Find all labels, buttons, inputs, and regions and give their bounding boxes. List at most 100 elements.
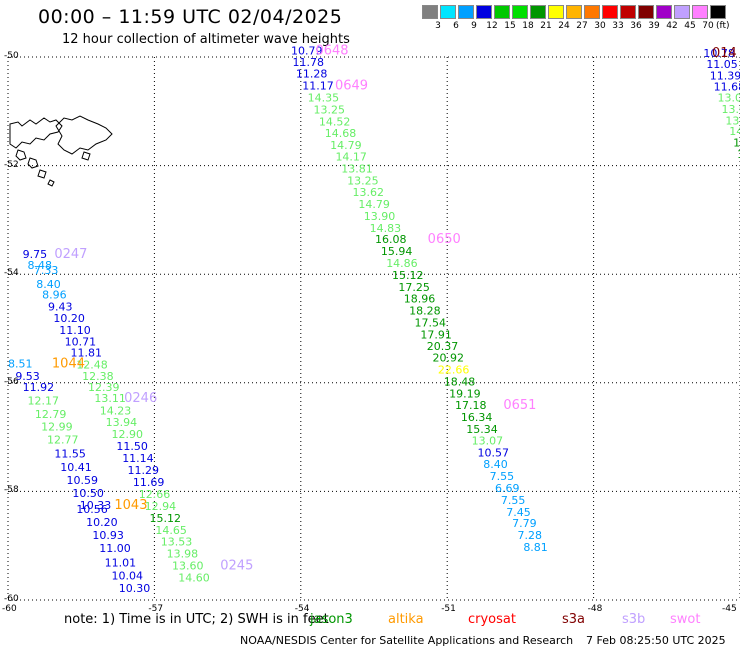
wave-height-value: 11.01 xyxy=(105,556,136,569)
legend-label: 42 xyxy=(666,21,678,31)
graticule xyxy=(7,56,740,601)
wave-height-value: 8.51 xyxy=(8,358,33,371)
map-title: 00:00 – 11:59 UTC 02/04/2025 xyxy=(38,6,343,28)
wave-height-value: 17.18 xyxy=(455,399,487,412)
wave-height-value: 11.50 xyxy=(116,440,148,453)
wave-height-value: 17.25 xyxy=(398,281,430,294)
wave-height-value: 13.08 xyxy=(721,103,740,116)
legend-swatch xyxy=(710,5,726,19)
wave-height-value: 17.54 xyxy=(415,316,447,329)
wave-height-value: 11.69 xyxy=(133,476,165,489)
legend-label: 30 xyxy=(594,21,606,31)
wave-height-value: 13.25 xyxy=(313,103,345,116)
wave-height-value: 18.28 xyxy=(409,304,441,317)
legend-swatch xyxy=(530,5,546,19)
wave-height-value: 8.81 xyxy=(523,541,548,554)
wave-height-value: 12.39 xyxy=(88,381,120,394)
latitude-label: -58 xyxy=(4,485,19,496)
satellite-name: s3a xyxy=(562,612,586,627)
pass-time-label: 0651 xyxy=(503,398,536,413)
wave-height-value: 15.6 xyxy=(737,148,740,161)
legend-label: 24 xyxy=(558,21,570,31)
wave-height-value: 13.11 xyxy=(94,392,126,405)
legend-label: 9 xyxy=(471,21,477,31)
legend-swatch xyxy=(692,5,708,19)
wave-height-value: 13.62 xyxy=(353,186,385,199)
wave-height-value: 15.94 xyxy=(381,245,413,258)
pass-time-label: 0245 xyxy=(220,559,253,574)
wave-height-value: 12.99 xyxy=(41,421,73,434)
wave-height-value: 13.07 xyxy=(472,435,504,448)
coastline-islet-1 xyxy=(15,149,27,161)
falkland-islands-coastline xyxy=(9,115,113,187)
footer-credit: NOAA/NESDIS Center for Satellite Applica… xyxy=(240,634,574,647)
latitude-label: -60 xyxy=(4,594,19,604)
wave-height-value: 10.57 xyxy=(477,447,509,460)
wave-height-value: 14.17 xyxy=(335,151,367,164)
altimeter-points: 10.7911.7811.2811.1714.3513.2514.5214.68… xyxy=(8,44,740,595)
wave-height-value: 10.50 xyxy=(72,487,104,500)
wave-height-value: 15.34 xyxy=(466,423,498,436)
wave-height-value: 14.23 xyxy=(100,404,132,417)
coastline-islet-3 xyxy=(37,169,47,179)
satellite-name: s3b xyxy=(622,612,646,627)
footer-timestamp: 7 Feb 08:25:50 UTC 2025 xyxy=(586,634,726,647)
coastline-islet-2 xyxy=(27,157,39,169)
satellite-name: cryosat xyxy=(468,612,516,627)
pass-time-label: 0246 xyxy=(124,391,157,406)
satellite-name: swot xyxy=(670,612,701,627)
legend-swatch xyxy=(440,5,456,19)
wave-height-value: 11.29 xyxy=(128,464,160,477)
latitude-label: -52 xyxy=(4,159,19,170)
satellite-name: jason3 xyxy=(310,612,353,627)
wave-height-value: 10.59 xyxy=(67,474,99,487)
wave-height-value: 14.68 xyxy=(325,127,357,140)
wave-height-value: 6.69 xyxy=(495,482,520,495)
wave-height-value: 12.48 xyxy=(76,359,108,372)
wave-height-value: 10.78 xyxy=(703,47,735,60)
wave-height-value: 10.33 xyxy=(80,499,112,512)
map-subtitle: 12 hour collection of altimeter wave hei… xyxy=(62,32,350,47)
wave-height-value: 11.92 xyxy=(23,381,55,394)
wave-height-value: 14.65 xyxy=(155,524,187,537)
wave-height-value: 10.56 xyxy=(76,503,108,516)
wave-height-value: 10.20 xyxy=(53,312,85,325)
wave-height-value: 7.45 xyxy=(506,506,531,519)
wave-height-value: 13.90 xyxy=(364,210,396,223)
legend-swatch xyxy=(584,5,600,19)
wave-height-value: 18.48 xyxy=(444,376,476,389)
wave-height-value: 19.19 xyxy=(449,387,481,400)
wave-height-value: 12.94 xyxy=(145,500,177,513)
wave-height-value: 10.41 xyxy=(60,461,92,474)
pass-time-label: 0247 xyxy=(54,247,87,262)
wave-height-value: 11.39 xyxy=(710,69,740,82)
wave-height-value: 15.1 xyxy=(733,137,740,150)
longitude-label: -57 xyxy=(148,604,164,614)
wave-height-value: 9.43 xyxy=(48,301,73,314)
wave-height-value: 11.55 xyxy=(54,448,86,461)
wave-height-value: 20.37 xyxy=(427,340,459,353)
wave-height-value: 13.81 xyxy=(341,163,373,176)
coastline-west-falkland xyxy=(9,117,63,149)
legend-label: 3 xyxy=(435,21,441,31)
wave-height-value: 16.34 xyxy=(461,411,493,424)
wave-height-value: 14.86 xyxy=(386,257,418,270)
pass-time-label: 014 xyxy=(712,46,737,61)
wave-height-value: 7.33 xyxy=(34,264,59,277)
pass-time-labels: 0648 0649 0650 0651 014 0247 0246 0245 1044 1043 xyxy=(52,43,737,573)
wave-height-value: 10.20 xyxy=(86,516,118,529)
wave-height-value: 13.25 xyxy=(347,175,379,188)
coastline-islet-4 xyxy=(81,151,91,161)
longitude-label: -48 xyxy=(587,604,603,614)
wave-height-value: 12.77 xyxy=(47,434,79,447)
legend-label: 36 xyxy=(630,21,642,31)
coastline-islet-5 xyxy=(47,179,55,187)
legend-label: 12 xyxy=(486,21,498,31)
wave-height-value: 8.40 xyxy=(483,458,508,471)
pass-time-label: 0648 xyxy=(315,43,348,58)
wave-height-value: 10.79 xyxy=(291,44,323,57)
wave-height-value: 11.68 xyxy=(714,81,740,94)
wave-height-value: 11.28 xyxy=(296,68,328,81)
wave-height-value: 13.98 xyxy=(167,548,199,561)
